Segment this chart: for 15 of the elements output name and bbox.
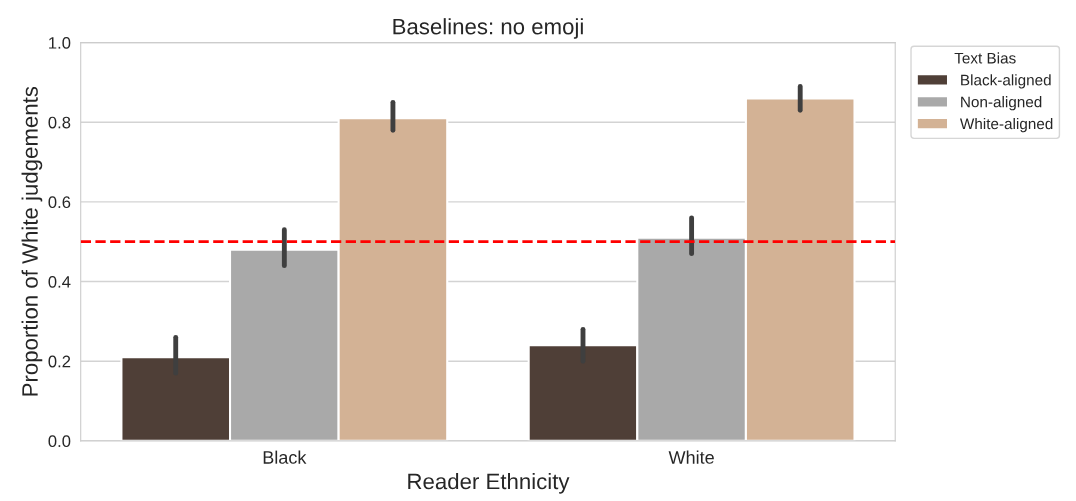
x-tick-label: Black: [263, 450, 307, 464]
legend-label: Non-aligned: [961, 96, 1042, 111]
legend-title: Text Bias: [954, 52, 1016, 64]
chart-title: Baselines: no emoji: [393, 18, 583, 39]
y-tick-label: 0.0: [48, 435, 71, 448]
y-tick-label: 0.8: [48, 116, 71, 129]
x-axis-title: Reader Ethnicity: [408, 472, 570, 494]
y-tick-label: 1.0: [49, 36, 71, 49]
x-tick-label: White: [668, 450, 714, 464]
y-tick-label: 0.2: [48, 355, 71, 368]
y-axis-title: Proportion of White judgements: [21, 86, 43, 396]
y-tick-label: 0.4: [48, 275, 71, 288]
legend-label: Black-aligned: [961, 74, 1051, 89]
legend-label: White-aligned: [959, 117, 1053, 133]
y-tick-label: 0.6: [48, 196, 71, 209]
